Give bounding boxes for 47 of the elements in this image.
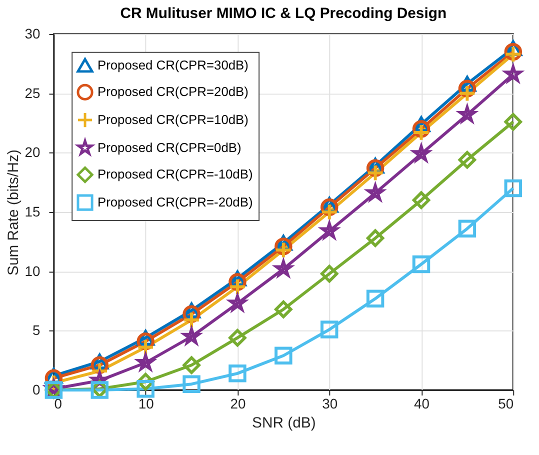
y-tick-label: 10 (24, 262, 41, 279)
point (366, 290, 384, 308)
point (274, 346, 292, 364)
chart-title: CR Mulituser MIMO IC & LQ Precoding Design (120, 6, 447, 22)
legend-label: Proposed CR(CPR=20dB) (97, 84, 248, 100)
y-tick-label: 5 (32, 322, 41, 338)
point (228, 328, 246, 347)
legend-label: Proposed CR(CPR=0dB) (97, 140, 242, 155)
y-tick-label: 20 (24, 144, 41, 160)
point (320, 320, 338, 338)
point (458, 84, 476, 102)
legend-label: Proposed CR(CPR=-10dB) (97, 166, 253, 182)
point (136, 338, 154, 356)
x-tick-label: 40 (414, 395, 430, 412)
point (228, 278, 246, 296)
y-tick-label: 30 (24, 26, 41, 42)
point (136, 380, 154, 398)
point (412, 191, 430, 210)
point (320, 264, 338, 283)
point (458, 150, 476, 169)
point (274, 300, 292, 318)
x-tick-label: 50 (498, 395, 514, 412)
y-tick-label: 0 (32, 382, 41, 398)
point (412, 124, 430, 142)
point (366, 229, 384, 248)
point (182, 375, 200, 393)
point (182, 311, 200, 329)
point (458, 220, 476, 238)
point (366, 164, 384, 182)
point (274, 241, 292, 259)
legend-label: Proposed CR(CPR=10dB) (97, 112, 248, 128)
y-tick-label: 15 (24, 204, 41, 220)
point (504, 179, 522, 198)
point (504, 112, 522, 131)
point (182, 356, 200, 374)
point (412, 255, 430, 274)
x-tick-label: 30 (322, 395, 338, 412)
x-tick-label: 10 (138, 395, 154, 412)
x-tick-label: 20 (230, 395, 246, 412)
x-tick-label: 0 (54, 395, 62, 412)
point (320, 203, 338, 221)
legend-label: Proposed CR(CPR=-20dB) (97, 194, 253, 210)
point (228, 364, 246, 382)
y-tick-label: 25 (24, 84, 41, 101)
x-axis-title: SNR (dB) (252, 415, 316, 432)
y-axis-title: Sum Rate (bits/Hz) (6, 150, 22, 276)
legend-label: Proposed CR(CPR=30dB) (97, 57, 248, 72)
